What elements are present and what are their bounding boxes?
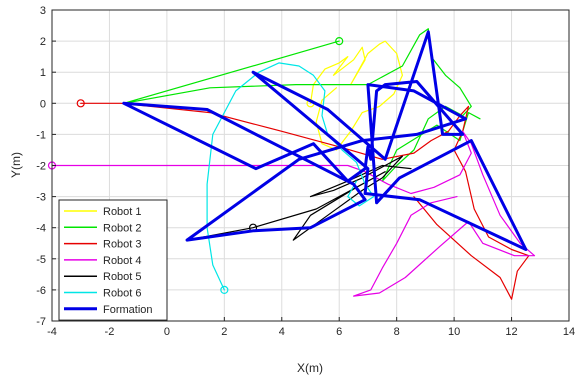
x-tick-label: -2: [105, 326, 115, 338]
y-tick-label: -7: [36, 316, 46, 328]
x-tick-label: 10: [448, 326, 460, 338]
x-tick-label: 6: [336, 326, 342, 338]
y-tick-label: -4: [36, 223, 46, 235]
x-tick-label: 14: [563, 326, 575, 338]
y-tick-label: 3: [40, 5, 46, 17]
x-axis-label: X(m): [297, 361, 323, 375]
robot-3-line: [80, 102, 530, 300]
y-tick-label: -1: [36, 129, 46, 141]
x-tick-label: 4: [279, 326, 285, 338]
legend-label-robot-2: Robot 2: [103, 222, 142, 234]
x-tick-label: -4: [47, 326, 57, 338]
robot-2-line: [123, 28, 481, 182]
y-tick-label: 2: [40, 36, 46, 48]
y-tick-label: -6: [36, 285, 46, 297]
x-tick-label: 2: [221, 326, 227, 338]
y-tick-label: -3: [36, 192, 46, 204]
x-tick-label: 0: [164, 326, 170, 338]
robot-5-line: [186, 155, 412, 241]
robot-2-start-marker: [335, 36, 344, 46]
legend: Robot 1 Robot 2 Robot 3 Robot 4 Robot 5 Robot…: [58, 199, 168, 321]
legend-label-robot-6: Robot 6: [103, 288, 142, 300]
robot-4-line: [51, 130, 536, 297]
legend-label-robot-4: Robot 4: [103, 255, 142, 267]
legend-label-robot-3: Robot 3: [103, 239, 142, 251]
legend-label-formation: Formation: [103, 304, 153, 316]
legend-label-robot-1: Robot 1: [103, 206, 142, 218]
y-tick-label: -5: [36, 254, 46, 266]
formation-line: [122, 30, 528, 251]
y-tick-label: -2: [36, 161, 46, 173]
x-tick-label: 8: [394, 326, 400, 338]
y-tick-label: 0: [40, 98, 46, 110]
series-layer: [47, 28, 536, 300]
legend-label-robot-5: Robot 5: [103, 271, 142, 283]
y-tick-label: 1: [40, 67, 46, 79]
y-axis-label: Y(m): [9, 152, 23, 178]
x-tick-label: 12: [505, 326, 517, 338]
robot-6-start-marker: [220, 285, 229, 294]
robot-3-start-marker: [76, 99, 85, 108]
